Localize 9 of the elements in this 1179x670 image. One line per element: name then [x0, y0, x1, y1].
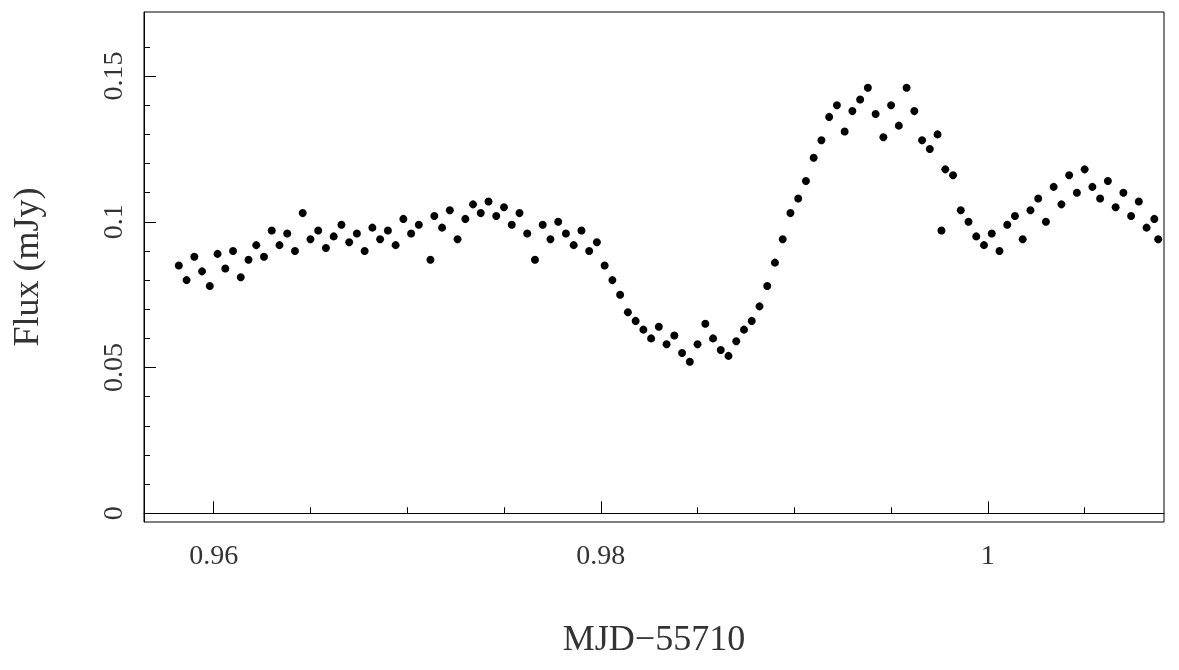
y-tick-label: 0.1 [96, 204, 128, 240]
y-axis-title: Flux (mJy) [6, 187, 46, 347]
y-tick-label: 0.15 [96, 51, 128, 101]
x-axis-title: MJD−55710 [562, 618, 746, 658]
y-tick-label: 0 [96, 506, 128, 521]
x-tick-label: 0.98 [576, 538, 626, 570]
x-tick-label: 1 [980, 538, 995, 570]
y-tick-label: 0.05 [96, 343, 128, 393]
x-tick-label: 0.96 [189, 538, 239, 570]
